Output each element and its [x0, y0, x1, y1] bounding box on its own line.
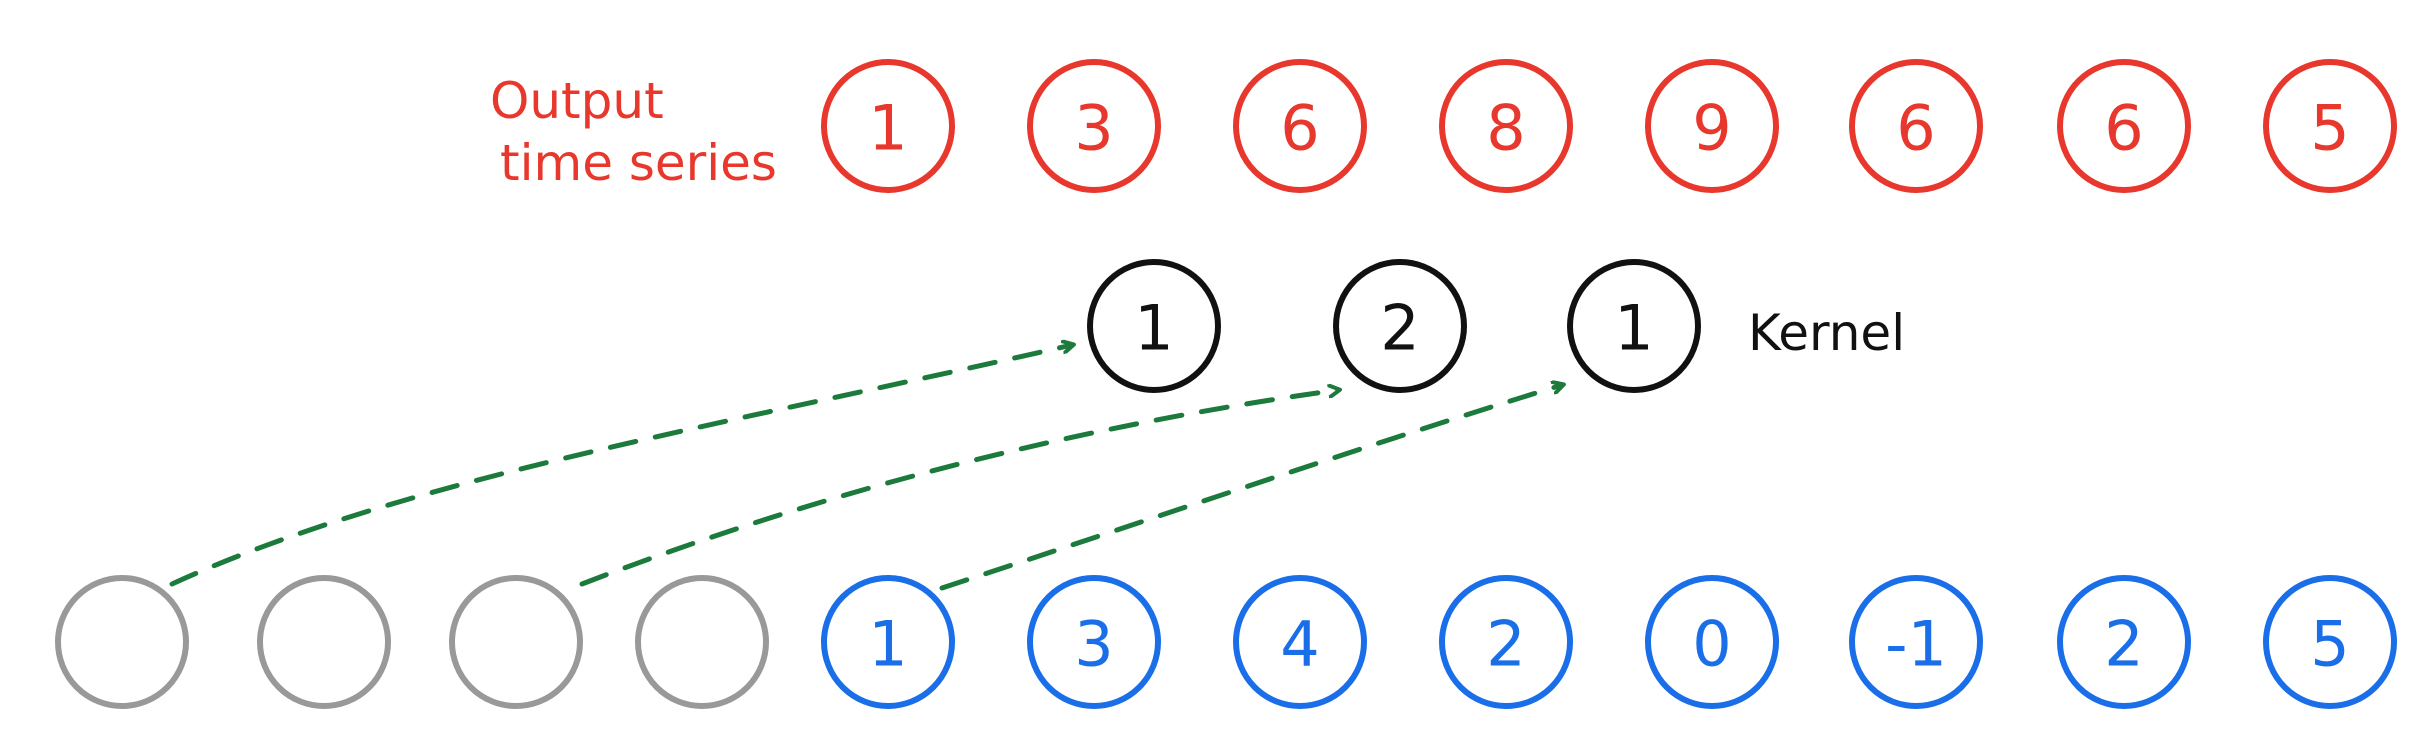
input-node: 0 — [1645, 575, 1779, 709]
output-node-value: 1 — [868, 92, 907, 165]
output-node: 8 — [1439, 59, 1573, 193]
output-node: 5 — [2263, 59, 2397, 193]
input-node-value: 0 — [1692, 608, 1731, 681]
input-node: 2 — [2057, 575, 2191, 709]
input-node: 5 — [2263, 575, 2397, 709]
output-series: 1 3 6 8 9 6 6 5 — [821, 59, 2397, 193]
output-node: 1 — [821, 59, 955, 193]
arrow-to-kernel-3 — [939, 385, 1562, 591]
kernel-label: Kernel — [1748, 304, 1905, 362]
input-node: -1 — [1849, 575, 1983, 709]
output-node: 6 — [1233, 59, 1367, 193]
kernel-node: 2 — [1333, 259, 1467, 393]
output-node-value: 6 — [2104, 92, 2143, 165]
output-node-value: 8 — [1486, 92, 1525, 165]
padding-node — [257, 575, 391, 709]
output-node-value: 5 — [2310, 92, 2349, 165]
kernel-node-value: 2 — [1380, 292, 1419, 365]
output-node: 6 — [2057, 59, 2191, 193]
input-node: 2 — [1439, 575, 1573, 709]
input-node-value: -1 — [1885, 608, 1947, 681]
arrow-to-kernel-2 — [579, 390, 1338, 587]
input-node-value: 1 — [868, 608, 907, 681]
kernel-node-value: 1 — [1614, 292, 1653, 365]
input-node: 3 — [1027, 575, 1161, 709]
padding-node — [55, 575, 189, 709]
output-node-value: 6 — [1896, 92, 1935, 165]
output-node-value: 9 — [1692, 92, 1731, 165]
input-node-value: 2 — [2104, 608, 2143, 681]
input-node: 4 — [1233, 575, 1367, 709]
output-node: 3 — [1027, 59, 1161, 193]
output-node-value: 6 — [1280, 92, 1319, 165]
input-padding — [55, 575, 769, 709]
input-series: 1 3 4 2 0 -1 2 5 — [821, 575, 2397, 709]
padding-node — [449, 575, 583, 709]
kernel-node: 1 — [1087, 259, 1221, 393]
output-node: 9 — [1645, 59, 1779, 193]
input-node-value: 5 — [2310, 608, 2349, 681]
kernel-node-value: 1 — [1134, 292, 1173, 365]
arrow-to-kernel-1 — [169, 345, 1072, 587]
output-label-line1: Output — [490, 72, 664, 130]
kernel-arrows — [169, 345, 1562, 591]
kernel-node: 1 — [1567, 259, 1701, 393]
padding-node — [635, 575, 769, 709]
input-node: 1 — [821, 575, 955, 709]
output-node-value: 3 — [1074, 92, 1113, 165]
output-label: Output time series — [490, 72, 777, 192]
output-node: 6 — [1849, 59, 1983, 193]
input-node-value: 3 — [1074, 608, 1113, 681]
input-node-value: 2 — [1486, 608, 1525, 681]
kernel: 1 2 1 Kernel — [1087, 259, 1905, 393]
input-node-value: 4 — [1280, 608, 1319, 681]
output-label-line2: time series — [500, 134, 777, 192]
